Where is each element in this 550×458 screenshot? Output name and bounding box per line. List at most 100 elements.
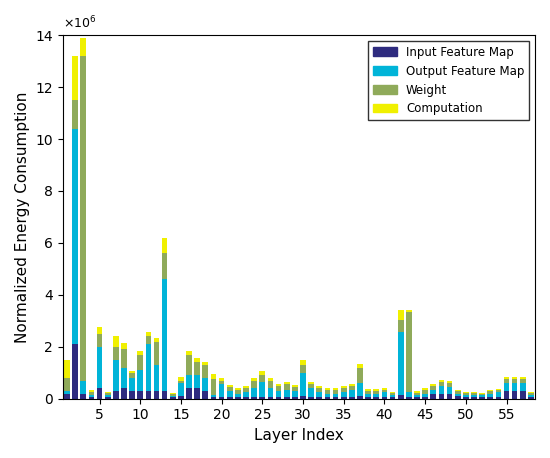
Bar: [487, 390, 493, 392]
Bar: [97, 388, 102, 399]
Bar: [398, 333, 404, 395]
Bar: [260, 398, 265, 399]
Bar: [471, 393, 477, 395]
Bar: [496, 390, 501, 392]
Bar: [129, 391, 135, 399]
Bar: [398, 320, 404, 333]
Bar: [284, 382, 290, 384]
Bar: [219, 384, 224, 398]
Bar: [162, 238, 168, 253]
Bar: [170, 393, 175, 394]
Bar: [414, 393, 420, 395]
Bar: [178, 396, 184, 399]
Bar: [504, 377, 509, 379]
Bar: [373, 398, 379, 399]
Bar: [431, 393, 436, 399]
Bar: [528, 395, 534, 398]
Bar: [211, 398, 216, 399]
Bar: [316, 398, 322, 399]
Bar: [211, 395, 216, 398]
Bar: [121, 343, 127, 349]
Bar: [80, 393, 86, 399]
Bar: [324, 387, 331, 390]
Bar: [251, 378, 257, 381]
Bar: [194, 359, 200, 362]
Bar: [153, 338, 160, 342]
Bar: [316, 388, 322, 392]
Bar: [422, 390, 428, 393]
Bar: [121, 368, 127, 388]
Bar: [243, 398, 249, 399]
Bar: [235, 390, 241, 393]
Bar: [333, 393, 338, 398]
Bar: [202, 391, 208, 399]
Bar: [300, 365, 306, 373]
Bar: [89, 395, 94, 398]
Bar: [349, 398, 355, 399]
Bar: [292, 387, 298, 391]
Bar: [72, 129, 78, 344]
Bar: [422, 393, 428, 398]
Bar: [487, 398, 493, 399]
Bar: [260, 376, 265, 382]
Bar: [414, 398, 420, 399]
Bar: [178, 383, 184, 396]
Bar: [487, 392, 493, 393]
Bar: [463, 395, 469, 398]
Bar: [162, 391, 168, 399]
Bar: [186, 351, 192, 354]
Bar: [80, 56, 86, 381]
Bar: [520, 391, 526, 399]
Bar: [146, 336, 151, 344]
Bar: [406, 312, 412, 392]
Bar: [219, 381, 224, 384]
Bar: [64, 391, 70, 393]
Bar: [414, 391, 420, 393]
Bar: [105, 392, 111, 393]
Y-axis label: Normalized Energy Consumption: Normalized Energy Consumption: [15, 91, 30, 343]
Bar: [431, 390, 436, 393]
Bar: [243, 386, 249, 388]
Bar: [72, 56, 78, 100]
Bar: [268, 398, 273, 399]
Bar: [528, 393, 534, 395]
Bar: [194, 376, 200, 388]
Bar: [431, 384, 436, 386]
Bar: [89, 392, 94, 395]
Bar: [520, 383, 526, 391]
Bar: [89, 398, 94, 399]
Bar: [276, 391, 282, 398]
Bar: [455, 396, 460, 399]
Bar: [276, 398, 282, 399]
Bar: [496, 398, 501, 399]
Bar: [162, 253, 168, 279]
Bar: [324, 390, 331, 393]
Bar: [64, 360, 70, 378]
Bar: [202, 365, 208, 378]
Bar: [398, 395, 404, 399]
Bar: [170, 398, 175, 399]
Bar: [80, 381, 86, 393]
Bar: [447, 387, 453, 393]
Bar: [251, 381, 257, 388]
Bar: [528, 392, 534, 393]
Bar: [349, 386, 355, 390]
Bar: [341, 386, 346, 388]
Bar: [382, 388, 387, 390]
Bar: [268, 381, 273, 388]
Bar: [390, 393, 395, 395]
Bar: [406, 392, 412, 398]
Text: $\times 10^6$: $\times 10^6$: [63, 15, 96, 32]
Bar: [512, 391, 518, 399]
Bar: [520, 379, 526, 383]
Bar: [97, 334, 102, 347]
Bar: [341, 388, 346, 392]
Bar: [309, 398, 314, 399]
Bar: [227, 385, 233, 387]
Bar: [129, 378, 135, 391]
Bar: [365, 398, 371, 399]
X-axis label: Layer Index: Layer Index: [254, 428, 344, 443]
Bar: [153, 365, 160, 391]
Bar: [471, 398, 477, 399]
Bar: [268, 388, 273, 398]
